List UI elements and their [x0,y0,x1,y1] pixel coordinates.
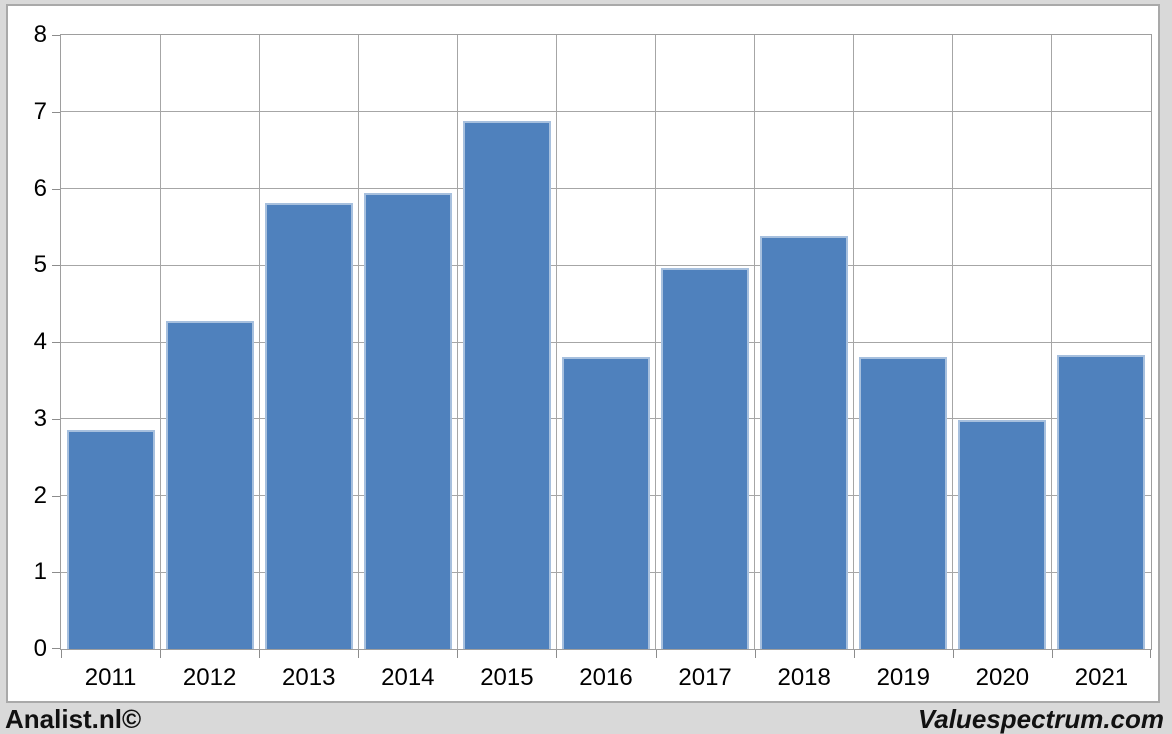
x-gridline [555,35,557,649]
y-tick-mark [52,265,60,267]
bar-2012 [165,321,254,649]
x-tick-mark [754,650,756,658]
y-tick-mark [52,572,60,574]
y-tick-mark [52,188,60,190]
bar-2015 [462,120,551,649]
y-tick-label: 6 [33,174,47,202]
x-tick-label: 2020 [975,664,1030,691]
x-gridline [754,35,756,649]
x-tick-mark [1150,650,1151,658]
bar-2020 [958,420,1047,649]
y-gridline [61,264,1151,266]
bar-2017 [661,268,750,649]
x-gridline [258,35,260,649]
y-tick-label: 3 [33,404,47,432]
y-tick-label: 8 [33,21,47,48]
x-gridline [357,35,359,649]
plot-area: 0 1 2 3 4 5 6 7 8 2011 2012 2013 2014 2015 2016 2017 201… [34,23,1152,690]
x-gridline [159,35,161,649]
x-gridline [1051,35,1053,649]
x-tick-mark [61,650,62,658]
x-tick-mark [952,650,954,658]
y-tick-label: 7 [33,97,47,125]
x-tick-mark [655,650,657,658]
brand-valuespectrum: Valuespectrum.com [917,703,1164,734]
x-tick-mark [160,650,162,658]
x-tick-mark [259,650,261,658]
y-gridline [61,341,1151,343]
y-tick-mark [52,342,60,343]
x-tick-mark [853,650,855,658]
bar-2019 [859,357,948,649]
x-tick-label: 2011 [84,664,137,691]
x-tick-label: 2012 [182,664,237,691]
y-tick-label: 4 [33,328,47,355]
x-tick-label: 2013 [282,664,336,691]
x-tick-label: 2021 [1074,664,1129,691]
bar-2014 [363,193,452,649]
x-tick-mark [358,650,360,658]
x-gridline [853,35,855,649]
x-gridline [456,35,458,649]
bar-2021 [1057,355,1146,649]
y-tick-label: 2 [33,481,47,509]
bar-2011 [66,429,155,649]
x-tick-label: 2017 [678,664,732,691]
y-tick-label: 0 [33,635,47,662]
x-tick-label: 2018 [777,664,831,691]
x-tick-label: 2019 [876,664,930,691]
y-tick-mark [52,495,60,497]
x-tick-mark [1051,650,1053,658]
x-gridline [952,35,954,649]
x-tick-mark [457,650,459,658]
bar-2013 [264,203,353,649]
x-gridline [655,35,657,649]
x-tick-label: 2016 [579,664,633,691]
brand-analist: Analist.nl© [5,703,142,734]
bar-2016 [561,356,651,649]
y-gridline [61,111,1151,113]
y-gridline [61,188,1151,189]
y-tick-mark [52,111,60,113]
bar-2018 [760,236,849,649]
y-tick-mark [52,648,60,649]
y-tick-label: 1 [33,558,47,586]
x-tick-label: 2014 [381,664,435,691]
x-tick-label: 2015 [480,664,534,691]
y-tick-mark [52,418,60,420]
y-tick-mark [52,35,60,36]
x-tick-mark [556,650,558,658]
y-tick-label: 5 [33,251,47,279]
